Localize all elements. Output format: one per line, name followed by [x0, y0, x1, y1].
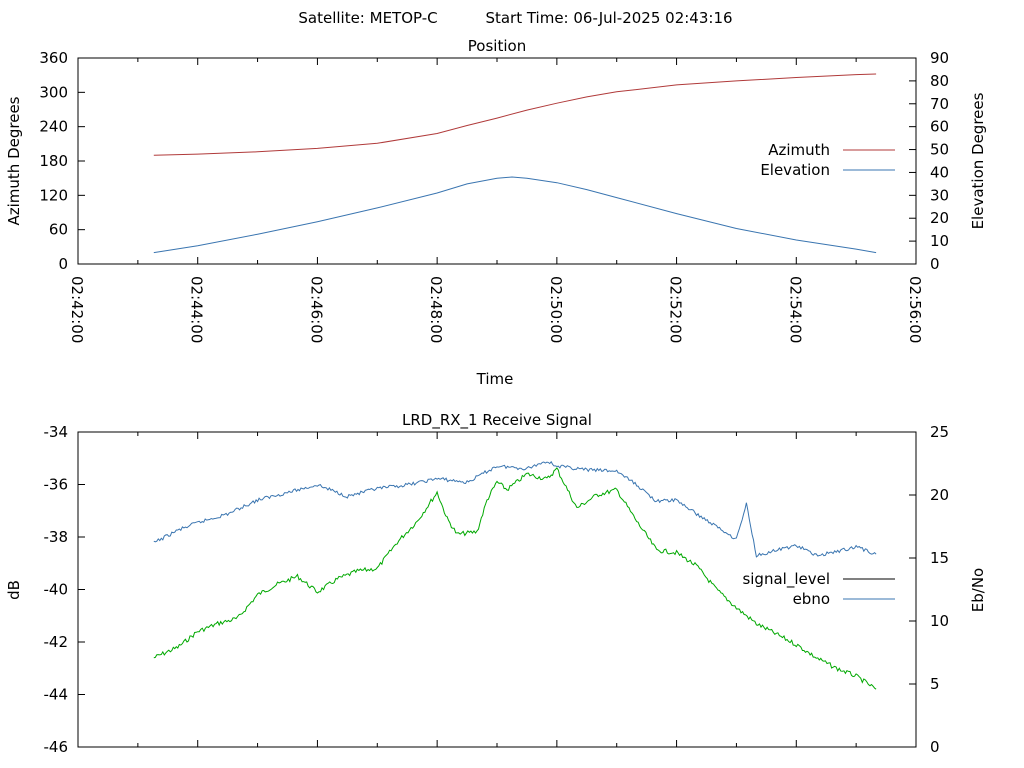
- y-tick-label: 60: [49, 221, 68, 239]
- receive-signal-chart: LRD_RX_1 Receive Signal dB Eb/No -46 -44 -…: [5, 411, 987, 756]
- y-tick-label: -46: [44, 738, 69, 756]
- position-chart: Position Azimuth Degrees Elevation Degre…: [5, 37, 987, 388]
- x-tick-label: 02:44:00: [188, 276, 206, 343]
- y2-tick-label: 10: [930, 612, 949, 630]
- y2-tick-label: 20: [930, 486, 949, 504]
- y-tick-label: -40: [44, 581, 69, 599]
- receive-signal-title: LRD_RX_1 Receive Signal: [402, 411, 592, 430]
- y2-tick-label: 30: [930, 186, 949, 204]
- y-tick-label: 240: [39, 118, 68, 136]
- legend-label: ebno: [793, 590, 830, 608]
- satellite-label: Satellite: METOP-C: [298, 9, 437, 27]
- x-tick-label: 02:42:00: [68, 276, 86, 343]
- x-tick-label: 02:54:00: [786, 276, 804, 343]
- series-line-signal-level: [153, 467, 877, 690]
- y2-tick-label: 0: [930, 738, 940, 756]
- position-title: Position: [468, 37, 526, 55]
- y-tick-label: -38: [44, 528, 69, 546]
- series-line-elevation: [153, 176, 877, 254]
- x-tick-label: 02:48:00: [427, 276, 445, 343]
- position-xlabel: Time: [476, 370, 514, 388]
- y-tick-label: 120: [39, 186, 68, 204]
- x-tick-label: 02:50:00: [547, 276, 565, 343]
- start-time-label: Start Time: 06-Jul-2025 02:43:16: [485, 9, 732, 27]
- legend-label: Elevation: [760, 161, 830, 179]
- y2-tick-label: 80: [930, 72, 949, 90]
- y-tick-label: 360: [39, 49, 68, 67]
- y-tick-label: -34: [44, 423, 69, 441]
- y-tick-label: -36: [44, 476, 69, 494]
- position-ylabel: Azimuth Degrees: [5, 96, 23, 225]
- legend-label: signal_level: [742, 570, 830, 589]
- y2-tick-label: 40: [930, 163, 949, 181]
- series-line-azimuth: [153, 73, 877, 156]
- y2-tick-label: 15: [930, 549, 949, 567]
- y-tick-label: -42: [44, 633, 69, 651]
- y2-tick-label: 25: [930, 423, 949, 441]
- receive-signal-ylabel: dB: [5, 580, 23, 600]
- y2-tick-label: 90: [930, 49, 949, 67]
- x-tick-label: 02:52:00: [667, 276, 685, 343]
- y-tick-label: -44: [44, 686, 69, 704]
- y2-tick-label: 60: [930, 118, 949, 136]
- y2-tick-label: 0: [930, 255, 940, 273]
- y2-tick-label: 5: [930, 675, 940, 693]
- y2-tick-label: 50: [930, 141, 949, 159]
- y-tick-label: 0: [58, 255, 68, 273]
- x-tick-label: 02:46:00: [307, 276, 325, 343]
- y2-tick-label: 10: [930, 232, 949, 250]
- y-tick-label: 300: [39, 83, 68, 101]
- y2-tick-label: 70: [930, 95, 949, 113]
- y2-tick-label: 20: [930, 209, 949, 227]
- x-tick-label: 02:56:00: [906, 276, 924, 343]
- series-line-ebno: [153, 460, 877, 558]
- y-tick-label: 180: [39, 152, 68, 170]
- legend-label: Azimuth: [768, 141, 830, 159]
- receive-signal-y2label: Eb/No: [969, 568, 987, 612]
- position-y2label: Elevation Degrees: [969, 92, 987, 229]
- receive-signal-plot-frame: [77, 431, 917, 748]
